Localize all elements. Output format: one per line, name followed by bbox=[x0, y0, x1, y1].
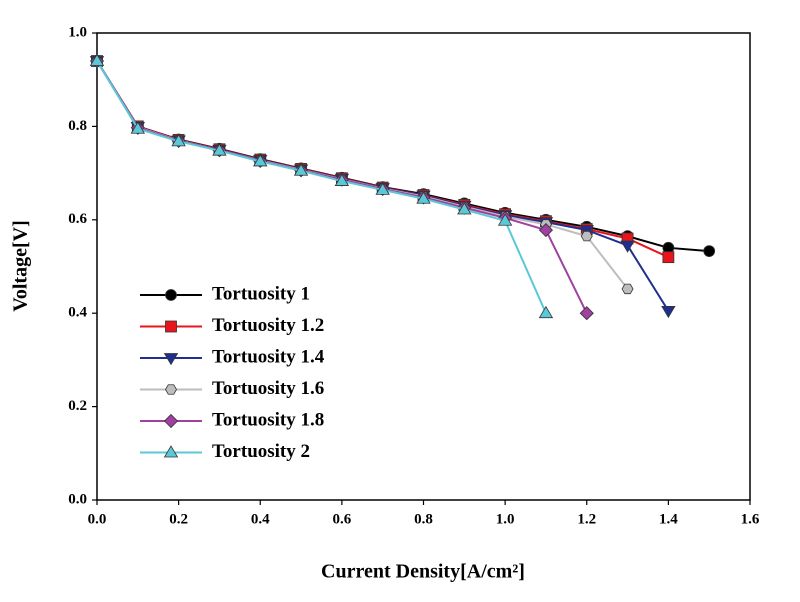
marker bbox=[416, 191, 431, 204]
marker bbox=[703, 245, 716, 257]
marker bbox=[334, 173, 350, 186]
x-axis-label: Current Density[A/cm²] bbox=[321, 561, 525, 583]
marker bbox=[662, 251, 675, 264]
series-line bbox=[96, 60, 710, 253]
legend-label: Tortuosity 1 bbox=[212, 283, 310, 304]
marker bbox=[661, 305, 676, 319]
marker bbox=[579, 306, 594, 321]
legend-label: Tortuosity 1.2 bbox=[212, 315, 324, 336]
marker bbox=[163, 413, 179, 429]
y-tick-label: 0.4 bbox=[68, 305, 87, 321]
legend-label: Tortuosity 1.6 bbox=[212, 378, 324, 399]
marker bbox=[165, 289, 177, 301]
series-line bbox=[96, 60, 629, 290]
y-axis-label: Voltage[V] bbox=[10, 220, 32, 311]
marker bbox=[293, 163, 309, 176]
marker bbox=[163, 445, 179, 458]
marker bbox=[163, 353, 179, 366]
marker bbox=[497, 213, 513, 226]
x-tick-label: 0.8 bbox=[414, 511, 433, 527]
x-tick-label: 0.6 bbox=[333, 511, 352, 527]
marker bbox=[130, 121, 146, 134]
y-tick-label: 0.0 bbox=[68, 491, 87, 507]
legend-label: Tortuosity 2 bbox=[212, 441, 310, 462]
y-tick-label: 0.6 bbox=[68, 211, 87, 227]
y-tick-label: 0.8 bbox=[68, 118, 87, 134]
y-tick-label: 1.0 bbox=[68, 24, 87, 40]
series-line bbox=[96, 60, 588, 314]
x-tick-label: 1.0 bbox=[496, 511, 515, 527]
marker bbox=[620, 240, 635, 253]
marker bbox=[253, 154, 268, 167]
marker bbox=[171, 134, 186, 147]
marker bbox=[538, 223, 554, 238]
marker bbox=[457, 202, 472, 215]
marker bbox=[165, 320, 177, 333]
x-tick-label: 0.2 bbox=[169, 511, 188, 527]
x-tick-label: 0.0 bbox=[88, 511, 107, 527]
x-tick-label: 1.4 bbox=[659, 511, 678, 527]
marker bbox=[538, 305, 554, 319]
x-tick-label: 1.2 bbox=[577, 511, 596, 527]
legend-label: Tortuosity 1.8 bbox=[212, 409, 324, 430]
plot-frame bbox=[96, 32, 751, 501]
marker bbox=[621, 283, 634, 295]
x-tick-label: 0.4 bbox=[251, 511, 270, 527]
marker bbox=[212, 143, 227, 156]
marker bbox=[375, 182, 390, 195]
x-tick-label: 1.6 bbox=[741, 511, 760, 527]
y-tick-label: 0.2 bbox=[68, 398, 87, 414]
marker bbox=[165, 384, 177, 395]
marker bbox=[580, 230, 593, 242]
series-line bbox=[96, 60, 547, 314]
marker bbox=[89, 53, 105, 66]
legend-label: Tortuosity 1.4 bbox=[212, 346, 325, 367]
